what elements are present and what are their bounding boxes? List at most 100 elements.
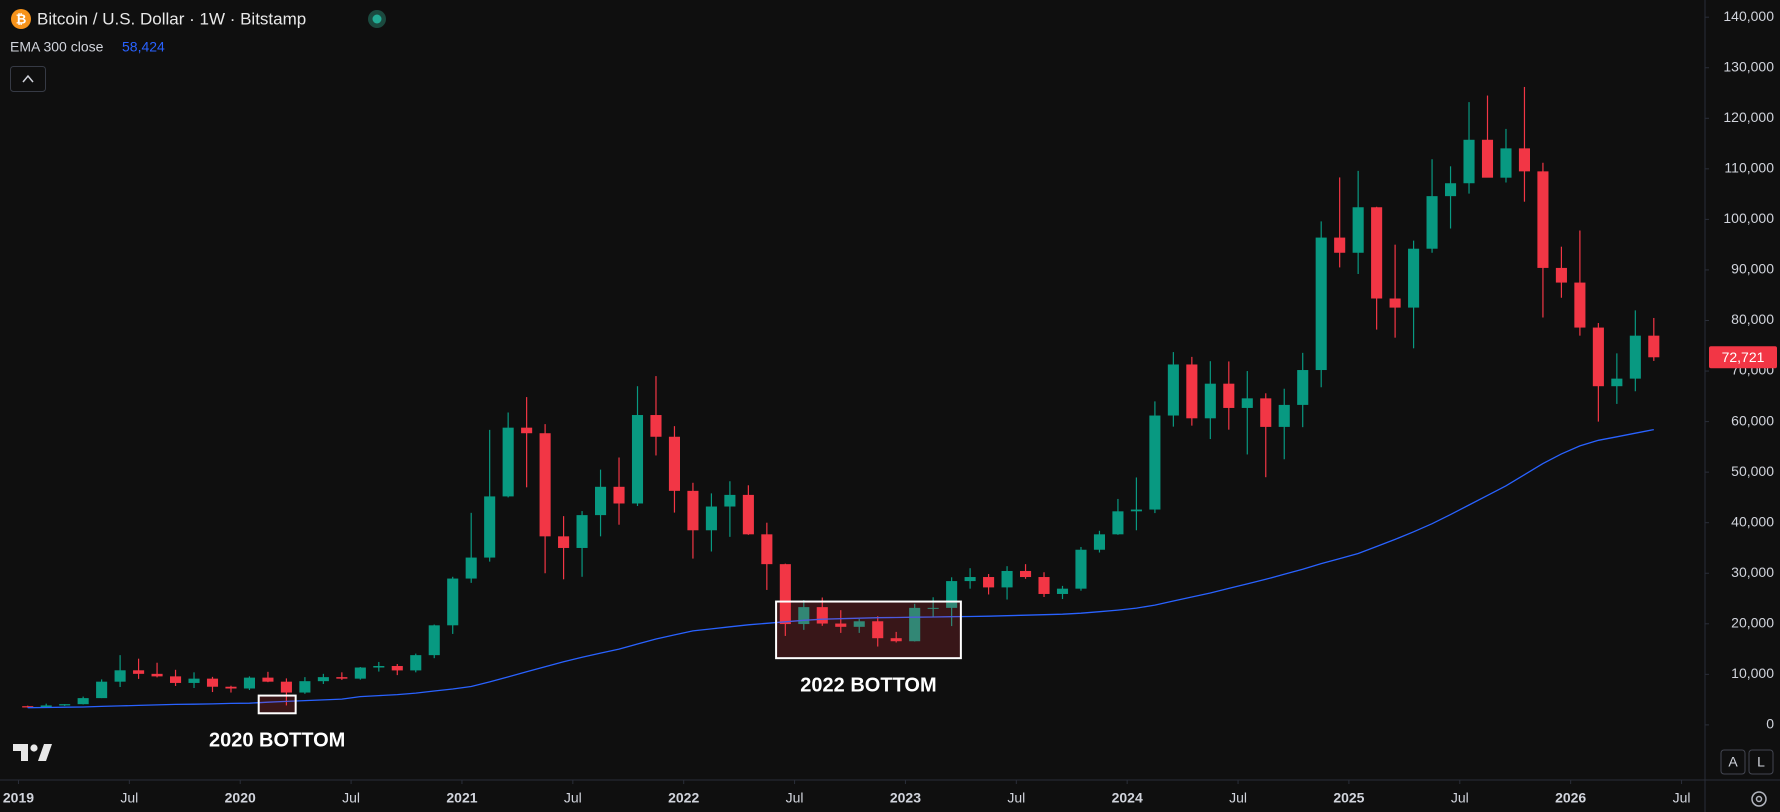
last-price-tag <box>1709 346 1777 369</box>
x-tick-label: 2024 <box>1112 790 1143 806</box>
candle-body <box>1389 298 1401 308</box>
candle-body <box>40 705 52 708</box>
candle-body <box>447 578 459 626</box>
collapse-button[interactable] <box>10 66 46 92</box>
candle-body <box>1149 415 1161 510</box>
candle-body <box>1555 267 1567 283</box>
y-tick-label: 0 <box>1766 716 1774 732</box>
y-tick-label: 10,000 <box>1731 665 1774 681</box>
candle-body <box>613 486 625 504</box>
candle-body <box>317 677 329 682</box>
symbol-icon-text: ₿ <box>16 11 27 26</box>
candle-body <box>1574 282 1586 328</box>
candle-body <box>890 638 902 642</box>
candle-body <box>336 677 348 679</box>
candle-body <box>742 494 754 535</box>
candle-body <box>1445 183 1457 197</box>
candle-body <box>1186 364 1198 419</box>
x-tick-label: Jul <box>1007 790 1025 806</box>
candle-body <box>1315 237 1327 371</box>
candle-body <box>1001 570 1013 588</box>
candle-body <box>1408 248 1420 308</box>
candle-body <box>206 678 219 687</box>
candle-body <box>280 681 292 693</box>
candle-body <box>59 704 71 706</box>
candle-body <box>1278 404 1290 427</box>
candle-body <box>1352 207 1364 253</box>
candle-body <box>1463 139 1475 184</box>
status-dot <box>372 14 382 24</box>
candle-body <box>650 415 662 437</box>
y-tick-label: 40,000 <box>1731 513 1774 529</box>
x-tick-label: 2023 <box>890 790 921 806</box>
candle-body <box>188 678 200 683</box>
candle-body <box>1611 378 1623 387</box>
candle-body <box>1537 171 1549 268</box>
scale-button[interactable] <box>1720 749 1746 775</box>
candle-body <box>1426 196 1438 249</box>
candle-body <box>262 677 274 682</box>
candle-body <box>927 607 939 609</box>
settings-icon[interactable] <box>1751 791 1767 807</box>
candle-body <box>1371 207 1383 299</box>
y-tick-label: 110,000 <box>1724 160 1774 176</box>
ema-line <box>27 428 1654 709</box>
candle-body <box>521 427 533 434</box>
candle-body <box>1075 549 1087 589</box>
candle-body <box>631 415 644 504</box>
candle-body <box>410 655 422 671</box>
x-tick-label: Jul <box>1451 790 1469 806</box>
candle-body <box>687 490 699 531</box>
candle-body <box>668 436 680 491</box>
candle-body <box>391 666 403 671</box>
candle-body <box>484 496 496 558</box>
candle-body <box>1592 327 1604 387</box>
candle-body <box>299 681 311 693</box>
y-tick-label: 30,000 <box>1731 564 1774 580</box>
scale-button-label: A <box>1728 754 1738 770</box>
candle-body <box>1648 335 1660 358</box>
candle-body <box>428 625 440 656</box>
scale-button[interactable] <box>1748 749 1774 775</box>
candle-body <box>798 607 810 625</box>
bottom-zone <box>775 600 962 660</box>
candle-body <box>1038 577 1050 594</box>
candle-body <box>1241 398 1253 408</box>
candle-body <box>779 564 791 625</box>
x-tick-label: Jul <box>1229 790 1247 806</box>
candle-body <box>909 607 921 642</box>
candle-body <box>77 698 89 705</box>
bottom-zone <box>257 694 297 715</box>
candle-body <box>1223 383 1235 408</box>
candle-body <box>465 557 477 579</box>
candle-body <box>1112 511 1124 535</box>
candle-body <box>946 581 958 608</box>
scale-button-label: L <box>1757 754 1765 770</box>
x-tick-label: Jul <box>342 790 360 806</box>
candle-body <box>853 621 865 627</box>
y-tick-label: 60,000 <box>1731 412 1774 428</box>
symbol-icon <box>11 9 31 29</box>
candle-body <box>1260 398 1272 427</box>
y-tick-label: 50,000 <box>1731 463 1774 479</box>
candle-body <box>1297 370 1309 405</box>
candle-body <box>1334 237 1346 253</box>
candle-body <box>1518 148 1530 172</box>
candle-body <box>1167 364 1179 416</box>
candle-body <box>170 676 182 683</box>
candle-body <box>22 706 34 708</box>
candle-body <box>1093 534 1105 550</box>
x-tick-label: 2026 <box>1555 790 1586 806</box>
candle-body <box>1204 383 1216 419</box>
candle-body <box>964 577 976 582</box>
candle-body <box>373 666 385 668</box>
x-tick-label: 2020 <box>225 790 256 806</box>
candle-body <box>133 670 145 674</box>
candle-body <box>1629 335 1641 379</box>
x-tick-label: Jul <box>564 790 582 806</box>
candle-body <box>705 506 717 531</box>
y-tick-label: 130,000 <box>1723 58 1774 74</box>
indicator-name: EMA 300 close <box>10 39 104 55</box>
candle-body <box>872 621 884 639</box>
